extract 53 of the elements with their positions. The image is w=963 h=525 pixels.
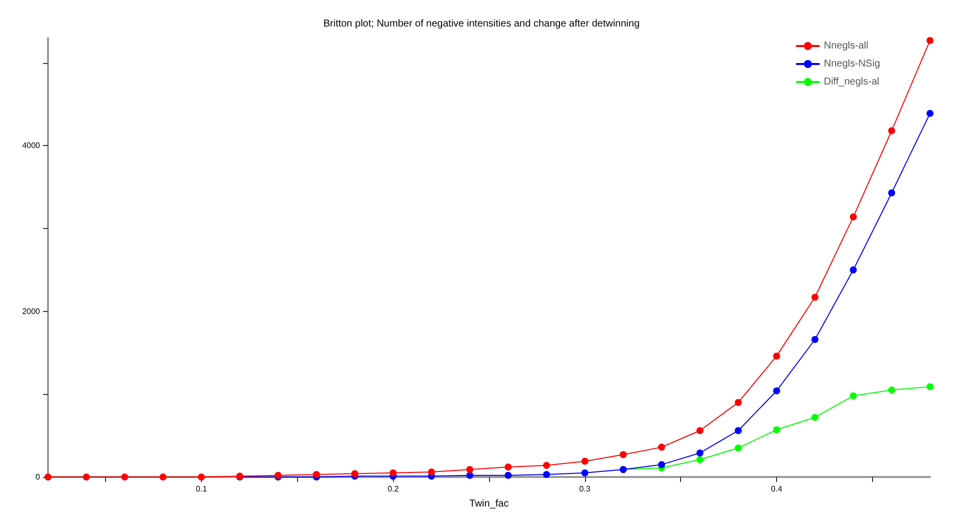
point: [773, 387, 780, 394]
legend-label: Diff_negls-al: [824, 76, 880, 88]
point: [312, 471, 320, 478]
point: [390, 469, 397, 476]
point: [466, 466, 474, 474]
point: [658, 444, 666, 451]
x-tick-label: 0.4: [771, 484, 783, 494]
point: [466, 472, 474, 479]
point: [504, 472, 512, 479]
point: [811, 294, 818, 301]
x-tick-label: 0.3: [579, 484, 591, 494]
point: [888, 386, 896, 394]
x-tick-label: 0.2: [388, 484, 400, 494]
point: [160, 474, 167, 480]
point: [581, 458, 588, 465]
point: [734, 427, 742, 434]
point: [926, 110, 934, 117]
point: [734, 444, 742, 452]
point: [351, 470, 358, 478]
y-tick-label: 2000: [22, 306, 41, 316]
point: [888, 189, 896, 196]
point: [620, 451, 627, 458]
point: [198, 474, 205, 480]
point: [696, 449, 704, 456]
point: [121, 474, 128, 480]
x-axis-title: Twin_fac: [469, 498, 509, 510]
point: [696, 427, 704, 434]
x-tick-label: 0.1: [196, 484, 208, 494]
point: [82, 474, 90, 480]
point: [773, 426, 780, 434]
point: [696, 456, 704, 464]
legend-label: Nnegls-NSig: [824, 58, 880, 70]
point: [773, 352, 780, 360]
legend-label: Nnegls-all: [824, 40, 868, 52]
point: [926, 383, 934, 390]
y-tick-label: 4000: [22, 141, 41, 150]
point: [850, 266, 857, 274]
point: [543, 462, 550, 469]
point: [504, 464, 512, 471]
point: [428, 468, 435, 476]
y-tick-label: 0: [36, 472, 41, 482]
point: [888, 127, 896, 134]
point: [811, 414, 818, 421]
point: [581, 469, 588, 476]
point: [926, 36, 934, 44]
chart-title: Britton plot; Number of negative intensities and change after detwinning: [323, 18, 640, 30]
point: [850, 213, 857, 220]
point: [658, 461, 666, 468]
point: [850, 392, 857, 400]
point: [543, 471, 550, 478]
point: [734, 398, 742, 406]
point: [44, 474, 52, 480]
point: [811, 336, 818, 343]
